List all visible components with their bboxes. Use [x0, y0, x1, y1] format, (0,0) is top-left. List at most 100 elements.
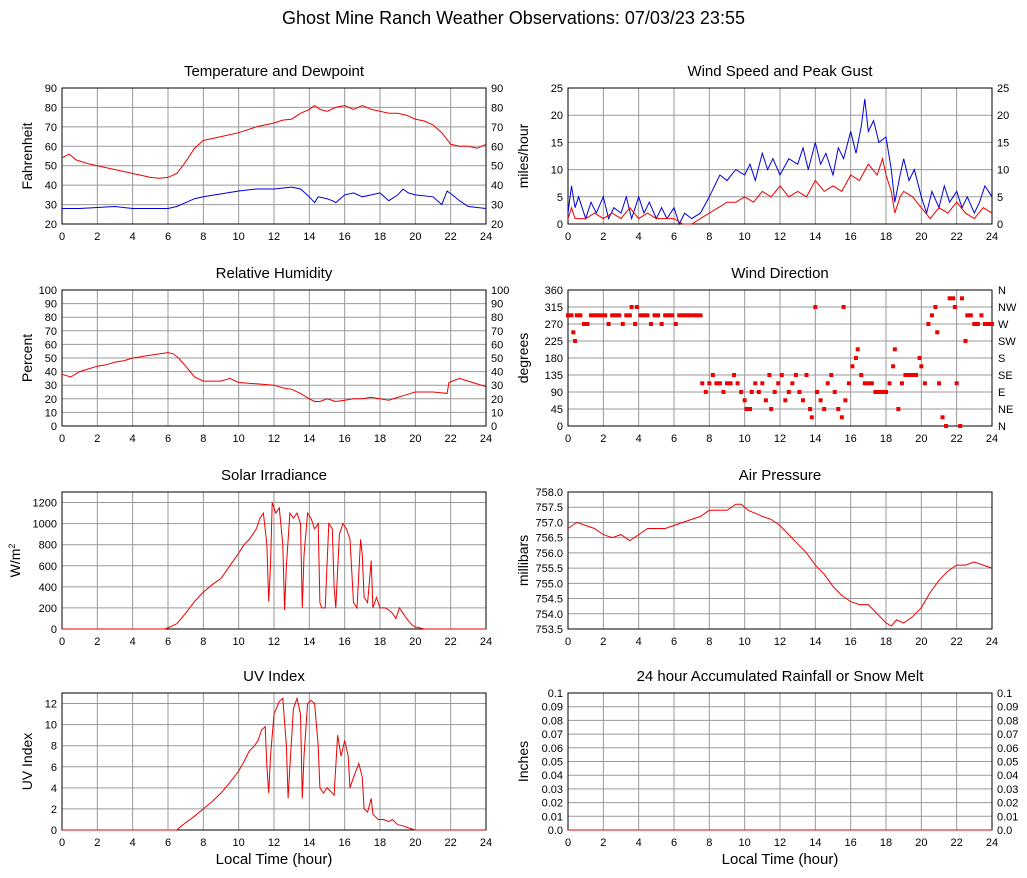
x-tick-label: 18: [880, 231, 892, 243]
y-tick-label: 0: [51, 421, 57, 433]
y-tick-label: 225: [545, 336, 563, 348]
x-tick-label: 12: [268, 837, 280, 849]
x-tick-label: 20: [915, 837, 927, 849]
x-tick-label: 0: [59, 433, 65, 445]
y-tick-label-right: 0.03: [997, 784, 1018, 796]
x-tick-label: 12: [774, 433, 786, 445]
y-tick-label: 0.07: [542, 729, 563, 741]
data-point: [763, 398, 768, 403]
x-tick-label: 18: [880, 433, 892, 445]
data-point: [645, 313, 650, 318]
data-point: [700, 381, 705, 386]
y-tick-label: 45: [551, 404, 563, 416]
data-point: [725, 381, 729, 386]
x-tick-label: 14: [303, 433, 315, 445]
data-point: [569, 313, 574, 318]
data-point: [855, 347, 860, 352]
y-axis-label: millibars: [515, 535, 531, 586]
y-tick-label: 10: [551, 165, 563, 177]
data-point: [825, 381, 830, 386]
x-tick-label: 24: [480, 231, 492, 243]
data-point: [659, 322, 664, 326]
x-tick-label: 12: [774, 636, 786, 648]
y-tick-label-right: 20: [491, 219, 503, 231]
y-tick-label: 15: [551, 137, 563, 149]
data-point: [965, 313, 970, 318]
x-tick-label: 16: [339, 837, 351, 849]
y-tick-label: 0.04: [542, 770, 563, 782]
y-tick-label: 0: [51, 825, 57, 837]
y-tick-label: 400: [39, 582, 57, 594]
y-tick-label-right: 25: [997, 83, 1009, 95]
data-point: [958, 424, 963, 428]
y-tick-label: 270: [545, 319, 563, 331]
data-point: [633, 322, 638, 326]
y-tick-label: 754.5: [535, 594, 563, 606]
y-tick-label: 1000: [33, 519, 57, 531]
data-point: [975, 322, 980, 326]
y-tick-label-right: 80: [491, 102, 503, 114]
x-tick-label: 20: [409, 837, 421, 849]
data-point: [815, 390, 820, 394]
compass-label: NE: [998, 404, 1013, 416]
data-point: [673, 322, 678, 326]
x-tick-label: 0: [565, 231, 571, 243]
data-point: [677, 313, 682, 318]
y-tick-label: 0.06: [542, 743, 563, 755]
y-tick-label: 0.1: [548, 688, 563, 700]
data-point: [982, 322, 987, 326]
x-tick-label: 4: [636, 837, 642, 849]
y-tick-label: 40: [45, 367, 57, 379]
y-tick-label: 0.0: [548, 825, 563, 837]
data-point: [836, 407, 841, 411]
data-point: [638, 313, 643, 318]
compass-label: SE: [998, 370, 1013, 382]
x-tick-label: 20: [409, 433, 421, 445]
y-tick-label-right: 0: [491, 421, 497, 433]
x-axis-label: Local Time (hour): [722, 851, 839, 868]
x-tick-label: 6: [165, 231, 171, 243]
page-title: Ghost Mine Ranch Weather Observations: 0…: [282, 8, 745, 28]
y-axis-label: Percent: [19, 334, 35, 382]
y-tick-label: 0.08: [542, 715, 563, 727]
series-line-0: [62, 502, 486, 630]
x-tick-label: 20: [915, 231, 927, 243]
data-point: [588, 313, 593, 318]
x-tick-label: 24: [480, 636, 492, 648]
x-tick-label: 24: [986, 837, 998, 849]
chart-title: Relative Humidity: [216, 265, 333, 282]
x-tick-label: 24: [480, 433, 492, 445]
data-point: [760, 381, 765, 386]
data-point: [571, 330, 576, 335]
y-tick-label: 8: [51, 741, 57, 753]
x-tick-label: 12: [774, 837, 786, 849]
y-tick-label-right: 10: [997, 165, 1009, 177]
data-point: [670, 313, 675, 318]
plot-frame: [61, 87, 487, 225]
x-tick-label: 6: [671, 837, 677, 849]
y-tick-label-right: 10: [491, 407, 503, 419]
y-tick-label: 200: [39, 603, 57, 615]
x-tick-label: 14: [303, 837, 315, 849]
chart-title: UV Index: [243, 668, 305, 685]
data-point: [707, 381, 712, 386]
y-tick-label: 10: [45, 720, 57, 732]
y-tick-label-right: 0.01: [997, 811, 1018, 823]
data-point: [880, 390, 885, 394]
data-point: [573, 339, 578, 343]
x-tick-label: 6: [165, 837, 171, 849]
series-line-0: [567, 503, 993, 627]
chart-title: Temperature and Dewpoint: [184, 63, 365, 80]
data-point: [666, 313, 671, 318]
data-point: [756, 390, 761, 394]
data-point: [793, 373, 798, 377]
x-tick-label: 22: [445, 837, 457, 849]
y-tick-label-right: 90: [491, 83, 503, 95]
y-tick-label-right: 0: [997, 219, 1003, 231]
y-tick-label: 90: [45, 83, 57, 95]
y-tick-label: 0.05: [542, 757, 563, 769]
